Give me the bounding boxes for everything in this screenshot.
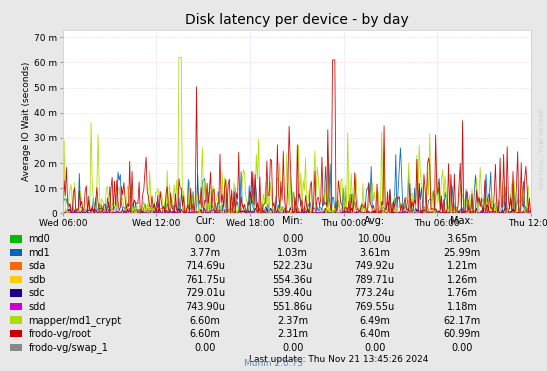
Text: 2.31m: 2.31m	[277, 329, 308, 339]
Text: 3.61m: 3.61m	[359, 248, 390, 258]
Text: 60.99m: 60.99m	[444, 329, 481, 339]
Text: 0.00: 0.00	[282, 343, 304, 352]
Text: 6.40m: 6.40m	[359, 329, 390, 339]
Text: Last update: Thu Nov 21 13:45:26 2024: Last update: Thu Nov 21 13:45:26 2024	[249, 355, 429, 364]
Text: md0: md0	[28, 234, 50, 244]
Text: 0.00: 0.00	[194, 234, 216, 244]
Text: 1.03m: 1.03m	[277, 248, 308, 258]
Text: 729.01u: 729.01u	[185, 289, 225, 298]
Text: 1.21m: 1.21m	[447, 262, 478, 271]
Title: Disk latency per device - by day: Disk latency per device - by day	[185, 13, 409, 27]
Text: Avg:: Avg:	[364, 216, 385, 226]
Text: 0.00: 0.00	[282, 234, 304, 244]
Text: Cur:: Cur:	[195, 216, 215, 226]
Text: 62.17m: 62.17m	[444, 316, 481, 325]
Text: 2.37m: 2.37m	[277, 316, 308, 325]
Y-axis label: Average IO Wait (seconds): Average IO Wait (seconds)	[22, 62, 31, 181]
Text: 773.24u: 773.24u	[354, 289, 395, 298]
Text: 1.18m: 1.18m	[447, 302, 478, 312]
Text: 3.77m: 3.77m	[190, 248, 220, 258]
Text: frodo-vg/root: frodo-vg/root	[28, 329, 91, 339]
Text: sda: sda	[28, 262, 46, 271]
Text: mapper/md1_crypt: mapper/md1_crypt	[28, 315, 121, 326]
Text: 539.40u: 539.40u	[272, 289, 313, 298]
Text: Min:: Min:	[282, 216, 303, 226]
Text: frodo-vg/swap_1: frodo-vg/swap_1	[28, 342, 108, 353]
Text: sdc: sdc	[28, 289, 45, 298]
Text: 743.90u: 743.90u	[185, 302, 225, 312]
Text: Munin 2.0.73: Munin 2.0.73	[244, 359, 303, 368]
Text: 6.60m: 6.60m	[190, 316, 220, 325]
Text: 551.86u: 551.86u	[272, 302, 313, 312]
Text: 10.00u: 10.00u	[358, 234, 392, 244]
Text: 0.00: 0.00	[364, 343, 386, 352]
Text: 1.26m: 1.26m	[447, 275, 478, 285]
Text: 749.92u: 749.92u	[354, 262, 395, 271]
Text: 6.60m: 6.60m	[190, 329, 220, 339]
Text: 769.55u: 769.55u	[354, 302, 395, 312]
Text: 789.71u: 789.71u	[354, 275, 395, 285]
Text: 0.00: 0.00	[194, 343, 216, 352]
Text: sdb: sdb	[28, 275, 46, 285]
Text: 3.65m: 3.65m	[447, 234, 478, 244]
Text: sdd: sdd	[28, 302, 46, 312]
Text: 522.23u: 522.23u	[272, 262, 313, 271]
Text: md1: md1	[28, 248, 50, 258]
Text: 0.00: 0.00	[451, 343, 473, 352]
Text: 554.36u: 554.36u	[272, 275, 313, 285]
Text: Max:: Max:	[451, 216, 474, 226]
Text: 25.99m: 25.99m	[444, 248, 481, 258]
Text: 1.76m: 1.76m	[447, 289, 478, 298]
Text: 714.69u: 714.69u	[185, 262, 225, 271]
Text: 6.49m: 6.49m	[359, 316, 390, 325]
Text: RRDTOOL / TOBI OETIKER: RRDTOOL / TOBI OETIKER	[539, 108, 544, 189]
Text: 761.75u: 761.75u	[185, 275, 225, 285]
